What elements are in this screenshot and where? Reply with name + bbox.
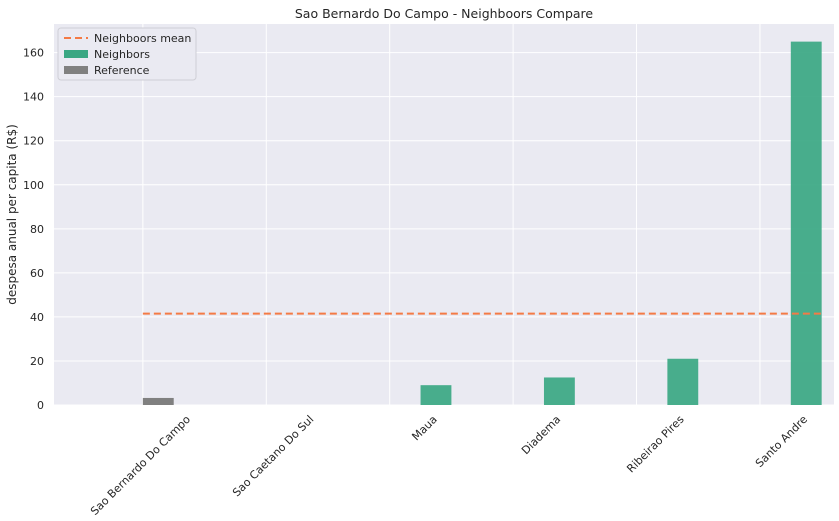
- legend: Neighboors mean Neighbors Reference: [57, 27, 197, 81]
- x-tick-label: Santo Andre: [753, 413, 810, 470]
- bars: [142, 41, 822, 405]
- bar-neighbors: [667, 358, 699, 405]
- legend-swatch-patch: [64, 66, 88, 74]
- grid: [54, 24, 834, 406]
- chart-title: Sao Bernardo Do Campo - Neighboors Compa…: [295, 6, 594, 21]
- bar-neighbors: [543, 377, 575, 405]
- bar-neighbors: [790, 41, 822, 405]
- y-tick-label: 60: [30, 267, 44, 280]
- y-tick-label: 100: [23, 179, 44, 192]
- x-tick-label: Maua: [409, 413, 439, 443]
- y-tick-label: 0: [37, 399, 44, 412]
- x-tick-label: Ribeirao Pires: [624, 413, 687, 476]
- x-tick-label: Sao Bernardo Do Campo: [88, 413, 193, 518]
- bar-reference: [142, 397, 174, 405]
- y-tick-label: 160: [23, 47, 44, 60]
- x-tick-label: Sao Caetano Do Sul: [230, 413, 316, 499]
- legend-swatch-patch: [64, 50, 88, 58]
- y-axis-label: despesa anual per capita (R$): [5, 124, 19, 305]
- plot-background: [54, 24, 834, 405]
- bar-neighbors: [420, 385, 452, 405]
- legend-box: [57, 27, 197, 81]
- y-tick-label: 120: [23, 135, 44, 148]
- x-tick-label: Diadema: [519, 413, 563, 457]
- legend-label: Neighboors mean: [94, 32, 191, 45]
- y-tick-labels: 0 20 40 60 80 100 120 140 160: [23, 47, 44, 412]
- x-tick-labels: Sao Bernardo Do Campo Sao Caetano Do Sul M…: [88, 413, 810, 518]
- legend-label: Reference: [94, 64, 150, 77]
- y-tick-label: 80: [30, 223, 44, 236]
- y-tick-label: 140: [23, 91, 44, 104]
- legend-label: Neighbors: [94, 48, 150, 61]
- y-tick-label: 20: [30, 355, 44, 368]
- y-tick-label: 40: [30, 311, 44, 324]
